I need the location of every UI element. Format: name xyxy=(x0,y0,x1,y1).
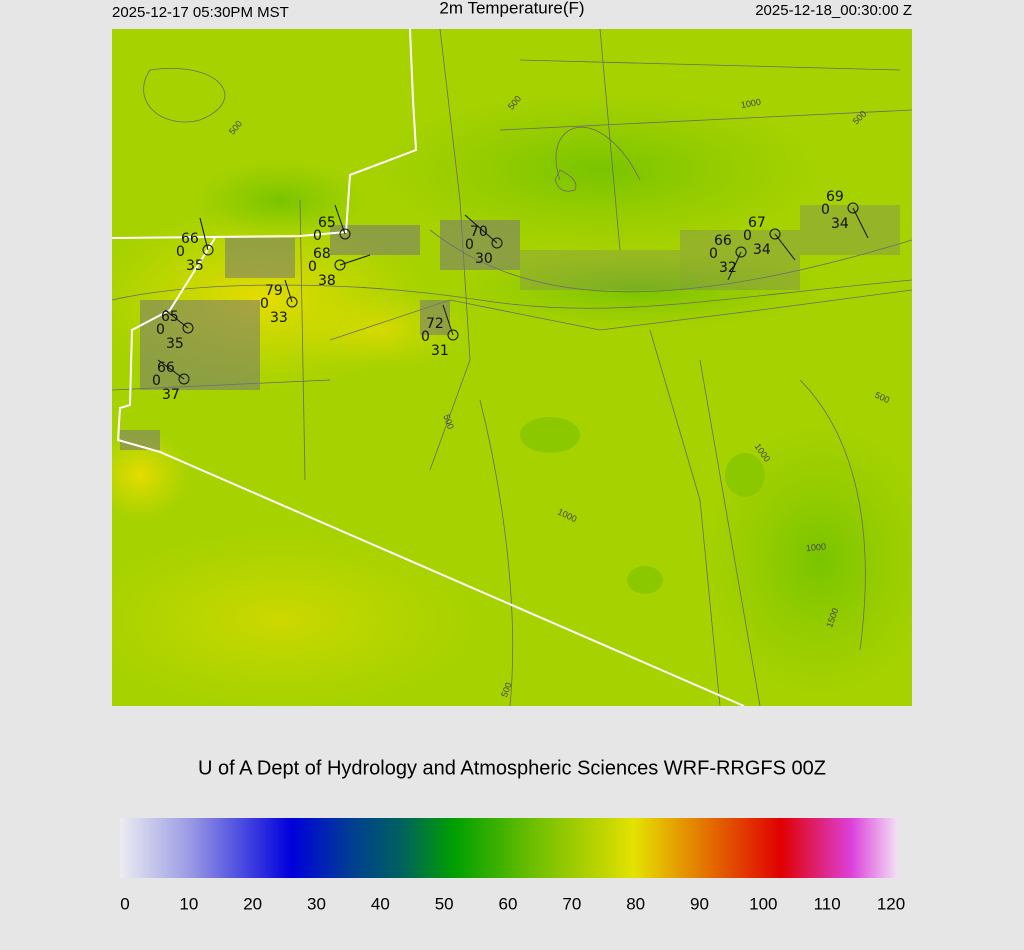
station-wind: 0 xyxy=(176,244,185,260)
station-temp: 69 xyxy=(826,189,844,205)
station-dew: 35 xyxy=(166,336,184,352)
colorbar-tick-label: 110 xyxy=(814,894,841,913)
colorbar-tick-label: 20 xyxy=(243,894,262,913)
station-circle xyxy=(339,228,351,240)
colorbar-tick-label: 100 xyxy=(749,894,777,913)
station-circle xyxy=(491,237,503,249)
station-wind: 0 xyxy=(743,228,752,244)
station-plots: 6603565068038790336503566037720317003066… xyxy=(152,189,869,403)
colorbar-tick-label: 90 xyxy=(690,894,709,913)
colorbar-tick-label: 10 xyxy=(179,894,198,913)
station-temp: 68 xyxy=(313,246,331,262)
station-temp: 72 xyxy=(426,316,444,332)
colorbar-tick-label: 30 xyxy=(307,894,326,913)
colorbar xyxy=(120,818,898,878)
station-circle xyxy=(769,228,781,240)
station-wind: 0 xyxy=(152,373,161,389)
station-dew: 34 xyxy=(831,216,849,232)
station-circle xyxy=(286,296,298,308)
station-circle xyxy=(735,246,747,258)
station-dew: 34 xyxy=(753,242,771,258)
station-wind: 0 xyxy=(260,296,269,312)
wind-barb xyxy=(464,214,498,244)
colorbar-tick-label: 50 xyxy=(435,894,454,913)
station-dew: 35 xyxy=(186,258,204,274)
colorbar-tick-label: 60 xyxy=(499,894,518,913)
station-dew: 30 xyxy=(475,251,493,267)
colorbar-ticks: 0 10 20 30 40 50 60 70 80 90 100 110 120 xyxy=(120,894,905,913)
contour-label: 500 xyxy=(499,681,514,699)
station-dew: 37 xyxy=(162,387,180,403)
colorbar-tick-label: 0 xyxy=(120,894,129,913)
contour-label: 1000 xyxy=(806,542,827,554)
station-dew: 31 xyxy=(431,343,449,359)
station-temp: 66 xyxy=(714,233,732,249)
wind-barb xyxy=(284,279,293,303)
station-circle xyxy=(178,373,190,385)
colorbar-tick-label: 80 xyxy=(626,894,645,913)
station-wind: 0 xyxy=(421,329,430,345)
station-dew: 38 xyxy=(318,273,336,289)
station-wind: 0 xyxy=(821,202,830,218)
station-circle xyxy=(182,322,194,334)
station-dew: 33 xyxy=(270,310,288,326)
station-dew: 32 xyxy=(719,260,737,276)
station-temp: 65 xyxy=(318,215,336,231)
station-wind: 0 xyxy=(308,259,317,275)
station-temp: 66 xyxy=(157,360,175,376)
map-title: 2m Temperature(F) xyxy=(439,0,584,17)
contour-label: 500 xyxy=(441,413,456,431)
colorbar-tick-label: 40 xyxy=(371,894,390,913)
station-wind: 0 xyxy=(313,228,322,244)
wind-barb xyxy=(852,207,869,239)
station-temp: 70 xyxy=(470,224,488,240)
map xyxy=(112,29,912,706)
station-circle xyxy=(847,202,859,214)
station-wind: 0 xyxy=(156,322,165,338)
station-circle xyxy=(334,259,346,271)
contour-label: 1000 xyxy=(740,97,761,110)
credit: U of A Dept of Hydrology and Atmospheric… xyxy=(198,757,826,779)
utc-time: 2025-12-18_00:30:00 Z xyxy=(755,2,912,19)
station-wind: 0 xyxy=(709,246,718,262)
colorbar-tick-label: 70 xyxy=(562,894,581,913)
colorbar-tick-label: 120 xyxy=(877,894,905,913)
station-circle xyxy=(447,329,459,341)
station-temp: 65 xyxy=(161,309,179,325)
station-temp: 67 xyxy=(748,215,766,231)
station-temp: 66 xyxy=(181,231,199,247)
station-temp: 79 xyxy=(265,283,283,299)
station-circle xyxy=(202,244,214,256)
station-wind: 0 xyxy=(465,237,474,253)
local-time: 2025-12-17 05:30PM MST xyxy=(112,4,289,21)
